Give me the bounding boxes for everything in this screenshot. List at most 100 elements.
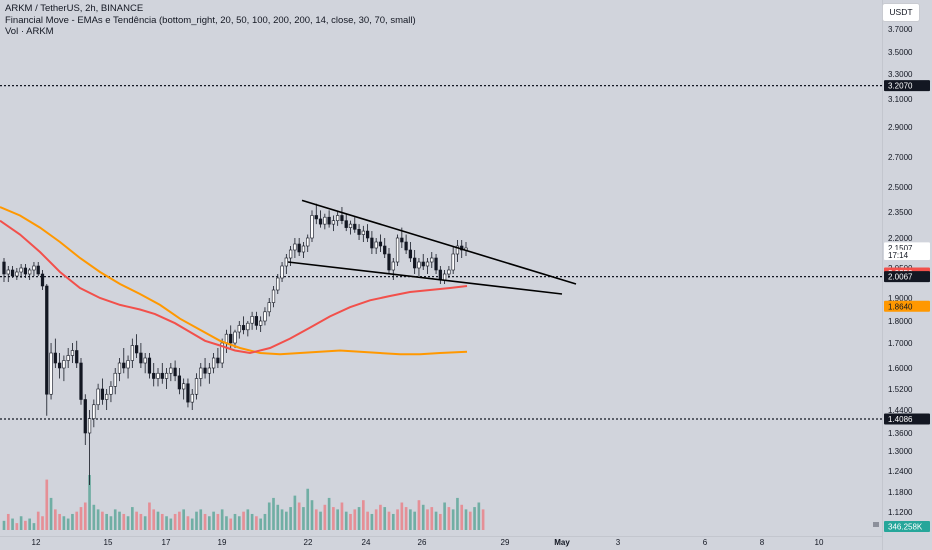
volume-bar: [387, 511, 391, 530]
volume-bar: [310, 500, 314, 530]
volume-bar: [344, 511, 348, 530]
time-tick-label: 19: [218, 538, 227, 547]
price-axis-border: [882, 0, 883, 550]
candle-body: [276, 277, 280, 291]
candle-body: [6, 269, 10, 275]
volume-bar: [190, 518, 194, 530]
price-label-box: [884, 80, 930, 92]
volume-bar: [263, 513, 267, 530]
candle-body: [241, 325, 246, 331]
candle-body: [207, 367, 211, 374]
price-label-text: 3.2070: [888, 82, 913, 91]
volume-bar: [353, 509, 357, 530]
candle-body: [455, 245, 460, 255]
volume-bar: [323, 504, 327, 530]
volume-icon: [873, 522, 879, 527]
symbol-legend[interactable]: ARKM / TetherUS, 2h, BINANCE: [5, 3, 144, 14]
volume-bar: [169, 518, 173, 530]
candle-body: [79, 362, 83, 400]
volume-bar: [109, 516, 113, 530]
volume-bar: [417, 500, 421, 530]
volume-bar: [135, 511, 138, 530]
candle-body: [442, 273, 447, 281]
candle-body: [370, 237, 374, 249]
candle-body: [336, 215, 340, 221]
candle-body: [331, 220, 336, 225]
volume-bar: [101, 511, 104, 530]
chart-legend: ARKM / TetherUS, 2h, BINANCE Financial M…: [5, 3, 416, 38]
candle-body: [353, 223, 357, 230]
candle-body: [169, 367, 173, 374]
candle-body: [186, 383, 190, 403]
volume-bar: [165, 516, 168, 530]
candle-body: [70, 350, 75, 356]
volume-bar: [216, 513, 220, 530]
volume-bar: [267, 502, 271, 530]
volume-bar: [75, 511, 79, 530]
candle-body: [92, 404, 96, 419]
candle-body: [237, 325, 241, 333]
candle-body: [400, 237, 404, 243]
volume-bar: [447, 507, 451, 530]
volume-bar: [370, 513, 374, 530]
time-tick-label: May: [554, 538, 570, 547]
candle-body: [147, 357, 152, 374]
trendlines[interactable]: [287, 199, 577, 295]
volume-bar: [186, 516, 190, 530]
volume-bar: [477, 502, 481, 530]
candle-body: [250, 316, 254, 324]
time-tick-label: 24: [362, 538, 371, 547]
price-label-box: [884, 413, 930, 425]
candle-body: [36, 265, 40, 275]
volume-bar: [96, 509, 100, 530]
candle-body: [408, 249, 413, 259]
candle-body: [288, 249, 293, 259]
volume-bar: [160, 513, 164, 530]
candle-body: [413, 257, 417, 269]
price-tick-label: 3.1000: [888, 95, 913, 104]
volume-bar: [88, 475, 91, 530]
volume-bar: [357, 507, 361, 530]
candle-body: [152, 372, 156, 379]
indicator-legend[interactable]: Financial Move - EMAs e Tendência (botto…: [5, 14, 416, 26]
candle-body: [263, 311, 267, 322]
candle-body: [297, 243, 301, 253]
price-axis[interactable]: 3.7000 3.5000 3.3000 3.1000 2.9000 2.7000 2.50…: [888, 25, 913, 517]
candle-body: [284, 257, 288, 267]
volume-bar: [28, 518, 31, 530]
candle-body: [177, 375, 182, 390]
candle-body: [100, 388, 105, 400]
time-tick-label: 26: [418, 538, 427, 547]
volume-legend[interactable]: Vol · ARKM: [5, 26, 54, 37]
volume-bar: [79, 507, 83, 530]
candle-body: [28, 269, 32, 275]
candle-body: [387, 253, 391, 271]
time-tick-label: 10: [815, 538, 824, 547]
candle-body: [117, 362, 122, 374]
candle-body: [314, 215, 318, 220]
volume-bar: [413, 511, 416, 530]
volume-bar: [32, 523, 36, 530]
candle-body: [57, 362, 62, 369]
candle-body: [374, 241, 378, 249]
volume-label-text: 346.258K: [888, 523, 923, 532]
candle-body: [2, 261, 6, 275]
volume-bar: [229, 518, 233, 530]
price-tick-label: 2.2000: [888, 234, 913, 243]
time-axis[interactable]: 12 15 17 19 22 24 26 29 May 3 6 8 10: [32, 538, 824, 547]
volume-bar: [83, 502, 87, 530]
candle-body: [182, 383, 186, 390]
price-tick-label: 2.5000: [888, 183, 913, 192]
currency-button[interactable]: USDT: [882, 3, 920, 22]
candle-body: [40, 273, 45, 287]
volume-bar: [332, 507, 335, 530]
time-tick-label: 6: [703, 538, 708, 547]
volume-bar: [105, 513, 108, 530]
volume-bar: [208, 516, 211, 530]
volume-bar: [468, 511, 472, 530]
candle-body: [220, 342, 224, 364]
candle-body: [160, 372, 164, 379]
candle-body: [143, 357, 147, 364]
